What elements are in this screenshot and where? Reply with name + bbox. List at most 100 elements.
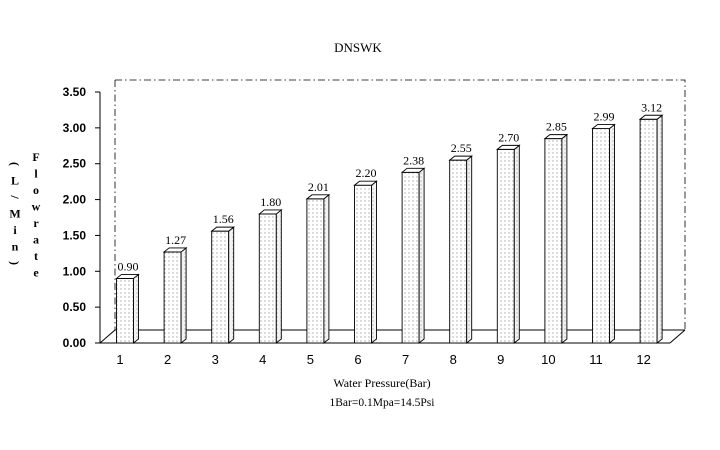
bar: 2.55	[448, 141, 473, 344]
bar-front	[496, 148, 515, 344]
bar-top	[496, 144, 521, 150]
bar-side	[275, 208, 282, 344]
bar-value-label: 2.38	[403, 153, 424, 167]
bar-value-label: 1.80	[260, 195, 281, 209]
x-tick-label: 12	[636, 352, 650, 367]
axis-label-char: o	[33, 183, 39, 197]
bar-top	[400, 167, 426, 173]
y-tick-label: 2.00	[63, 193, 87, 207]
axis-label-char: w	[32, 200, 41, 214]
bar-top	[353, 180, 378, 186]
bar: 1.56	[210, 212, 235, 344]
bar-value-label: 1.56	[213, 212, 234, 226]
bar: 1.80	[258, 195, 283, 344]
x-tick-group: 1 2 3 4 5 6 7 8 9 10 11 12	[116, 352, 650, 367]
y-tick-label: 1.00	[63, 264, 87, 278]
y-axis-label-left: ( L / Min)	[8, 162, 22, 265]
axis-label-char: L	[11, 174, 19, 188]
axis-label-char: l	[34, 167, 38, 181]
bar-value-label: 2.99	[594, 110, 615, 124]
bar-front	[211, 230, 230, 344]
bar-front	[116, 278, 134, 344]
bar-side	[371, 180, 377, 344]
bar-value-label: 2.55	[451, 141, 472, 155]
bar-value-label: 2.70	[498, 130, 519, 144]
bar-front	[449, 159, 468, 344]
bar: 0.90	[115, 259, 140, 344]
y-tick-label: 0.00	[63, 336, 87, 350]
axis-label-char: (	[8, 162, 22, 166]
bar-front	[354, 184, 372, 344]
axis-label-char: n	[12, 240, 19, 254]
bar: 2.38	[400, 153, 426, 344]
x-tick-label: 6	[354, 352, 361, 367]
bar-top	[448, 155, 473, 161]
bar-side	[561, 133, 568, 344]
axis-label-char: F	[32, 150, 39, 164]
bar-value-label: 1.27	[165, 233, 186, 247]
axis-label-char: r	[33, 216, 39, 230]
y-tick-label: 2.50	[63, 157, 87, 171]
bar-top	[258, 209, 283, 215]
x-tick-label: 11	[589, 352, 603, 367]
bar-side	[656, 114, 663, 344]
y-tick-label: 3.00	[63, 121, 87, 135]
bar-front	[592, 128, 610, 344]
y-tick-label: 1.50	[63, 228, 87, 242]
bar: 3.12	[638, 100, 664, 344]
bar-front	[306, 198, 325, 344]
bar-side	[180, 246, 187, 344]
x-tick-label: 3	[212, 352, 219, 367]
y-axis	[99, 92, 116, 344]
bar-front	[163, 251, 182, 344]
bar-value-label: 2.01	[308, 180, 329, 194]
bar-value-label: 3.12	[641, 100, 662, 114]
bar-side	[418, 167, 425, 344]
axis-label-char: M	[9, 207, 20, 221]
x-tick-label: 2	[164, 352, 171, 367]
axis-label-char: i	[13, 223, 17, 237]
bar-top	[305, 194, 331, 200]
bar-side	[513, 144, 520, 344]
bar-top	[638, 114, 664, 120]
bar: 2.99	[591, 110, 616, 344]
axis-label-char: t	[34, 249, 38, 263]
bar-side	[609, 123, 615, 344]
bar-top	[591, 124, 616, 130]
bar: 2.01	[305, 180, 331, 344]
bar-side	[466, 155, 473, 344]
x-tick-label: 4	[259, 352, 266, 367]
x-tick-label: 8	[450, 352, 457, 367]
x-axis-label: Water Pressure(Bar)	[333, 376, 430, 390]
bar-value-label: 0.90	[118, 259, 139, 273]
bar-front	[639, 118, 658, 344]
x-tick-label: 10	[541, 352, 555, 367]
bar-front	[401, 171, 420, 344]
x-tick-label: 9	[497, 352, 504, 367]
x-axis-subtitle: 1Bar=0.1Mpa=14.5Psi	[330, 397, 435, 409]
plot-frame	[114, 79, 686, 330]
axis-label-char: /	[8, 194, 22, 199]
bar-side	[323, 193, 330, 344]
bar-top	[162, 247, 188, 253]
bar: 2.20	[353, 166, 378, 344]
x-axis-floor	[100, 329, 686, 344]
axis-label-char: e	[33, 266, 39, 280]
bar-side	[133, 273, 139, 344]
bar-value-label: 2.20	[356, 166, 377, 180]
bar-top	[543, 134, 569, 140]
bar: 1.27	[162, 233, 188, 344]
chart-title: DNSWK	[334, 40, 382, 55]
bar: 2.70	[496, 130, 521, 344]
bar-front	[544, 138, 563, 344]
y-tick-label: 3.50	[63, 85, 87, 99]
axis-label-char: )	[8, 261, 22, 265]
x-tick-label: 1	[116, 352, 123, 367]
bar-group: 0.90 1.27 1.56 1.80 2.01 2.20 2.38 2.55 2.70 2.85…	[115, 100, 664, 344]
bar-front	[258, 213, 277, 344]
bar-value-label: 2.85	[546, 120, 567, 134]
bar-top	[210, 226, 235, 232]
x-tick-label: 7	[402, 352, 409, 367]
